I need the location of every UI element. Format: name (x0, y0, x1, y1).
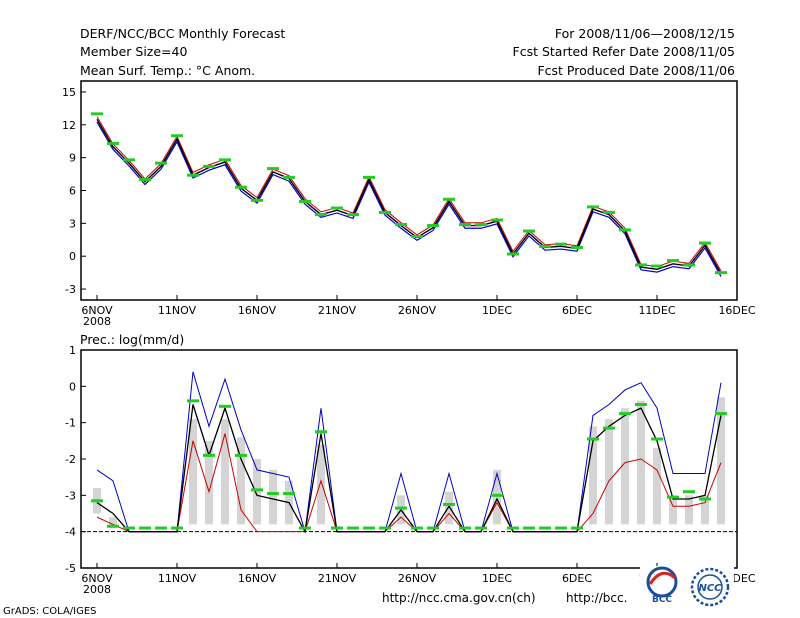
x-tick-label-0-0: 6NOV (81, 304, 113, 317)
precip-max-line (96, 371, 722, 533)
y-tick-label-0-2: 9 (69, 152, 76, 165)
precip-spread-bar-37 (685, 495, 693, 525)
x-tick-label-0-4: 26NOV (398, 304, 437, 317)
precip-spread-bar-25 (493, 469, 501, 525)
precip-spread-bar-22 (445, 491, 453, 525)
precip-spread-bar-8 (221, 419, 229, 525)
precip-spread-bar-10 (253, 459, 261, 525)
x-tick-label-1-3: 21NOV (318, 572, 357, 585)
precip-spread-bar-39 (717, 397, 725, 525)
y-tick-label-0-6: -3 (65, 283, 76, 296)
precip-panel-title: Prec.: log(mm/d) (80, 332, 184, 347)
precip-spread-bar-6 (189, 419, 197, 525)
precip-spread-bar-9 (237, 437, 245, 525)
x-tick-label-0-3: 21NOV (318, 304, 357, 317)
precip-spread-bar-34 (637, 400, 645, 525)
precip-spread-bar-1 (109, 517, 117, 529)
bcc-logo: BCC (640, 566, 686, 606)
y-tick-label-1-0: 1 (69, 344, 76, 357)
x-tick-label-1-4: 26NOV (398, 572, 437, 585)
y-tick-label-0-3: 6 (69, 185, 76, 198)
y-tick-label-1-6: -5 (65, 562, 76, 575)
bcc-url-link[interactable]: http://bcc. (566, 591, 627, 605)
y-tick-label-1-2: -1 (65, 417, 76, 430)
member-size-label: Member Size=40 (80, 44, 187, 59)
grads-credit: GrADS: COLA/IGES (3, 606, 97, 617)
produced-date-label: Fcst Produced Date 2008/11/06 (537, 63, 735, 78)
y-tick-label-0-4: 3 (69, 217, 76, 230)
x-tick-label-1-5: 1DEC (482, 572, 512, 585)
y-tick-label-1-3: -2 (65, 453, 76, 466)
precip-spread-bar-32 (605, 419, 613, 525)
x-tick-label-0-2: 16NOV (238, 304, 277, 317)
y-tick-label-1-4: -3 (65, 489, 76, 502)
y-tick-label-0-5: 0 (69, 250, 76, 263)
temp-chart-layer: 15 12 9 6 3 0 -3 6NOV 11NOV 16NOV 21NOV 26NOV 1DEC 6D… (62, 86, 756, 328)
precip-spread-bar-11 (269, 469, 277, 525)
y-tick-label-1-1: 0 (69, 380, 76, 393)
temp-upper-line (96, 116, 722, 272)
precip-spread-bar-36 (669, 495, 677, 525)
ncc-logo-text: NCC (698, 583, 722, 594)
x-tick-label-1-2: 16NOV (238, 572, 277, 585)
precip-spread-bar-14 (317, 444, 325, 525)
precip-spread-bar-7 (205, 440, 213, 525)
precip-spread-bar-31 (589, 426, 597, 525)
chart-title: DERF/NCC/BCC Monthly Forecast (80, 26, 285, 41)
x-tick-label-1-1: 11NOV (158, 572, 197, 585)
precip-spread-bar-35 (653, 448, 661, 525)
x-tick-label-0-5: 1DEC (482, 304, 512, 317)
precip-min-line (96, 433, 722, 533)
period-label: For 2008/11/06—2008/12/15 (555, 26, 735, 41)
x-year-label-1: 2008 (83, 583, 111, 596)
y-tick-label-0-1: 12 (62, 119, 76, 132)
x-tick-label-1-6: 6DEC (562, 572, 592, 585)
refer-date-label: Fcst Started Refer Date 2008/11/05 (513, 44, 736, 59)
ncc-logo: NCC (686, 566, 734, 608)
precip-spread-bar-38 (701, 495, 709, 525)
x-tick-label-0-6: 6DEC (562, 304, 592, 317)
precip-chart-layer: 1 0 -1 -2 -3 -4 -5 6NOV 11NOV 16NOV 21NOV 26NOV 1DEC… (65, 344, 756, 596)
precip-spread-bar-33 (621, 408, 629, 525)
temp-panel-frame (80, 80, 738, 301)
y-tick-label-0-0: 15 (62, 86, 76, 99)
temp-mean-line (96, 118, 722, 275)
x-year-label-0: 2008 (83, 315, 111, 328)
ncc-url-link[interactable]: http://ncc.cma.gov.cn(ch) (382, 591, 536, 605)
y-tick-label-1-5: -4 (65, 526, 76, 539)
x-tick-label-0-8: 16DEC (718, 304, 755, 317)
variable-label: Mean Surf. Temp.: °C Anom. (80, 63, 255, 78)
temp-lower-line (96, 121, 722, 277)
bcc-logo-text: BCC (652, 595, 672, 605)
precip-mean-line (96, 404, 722, 534)
x-tick-label-1-0: 6NOV (81, 572, 113, 585)
x-tick-label-0-7: 11DEC (638, 304, 675, 317)
x-tick-label-0-1: 11NOV (158, 304, 197, 317)
